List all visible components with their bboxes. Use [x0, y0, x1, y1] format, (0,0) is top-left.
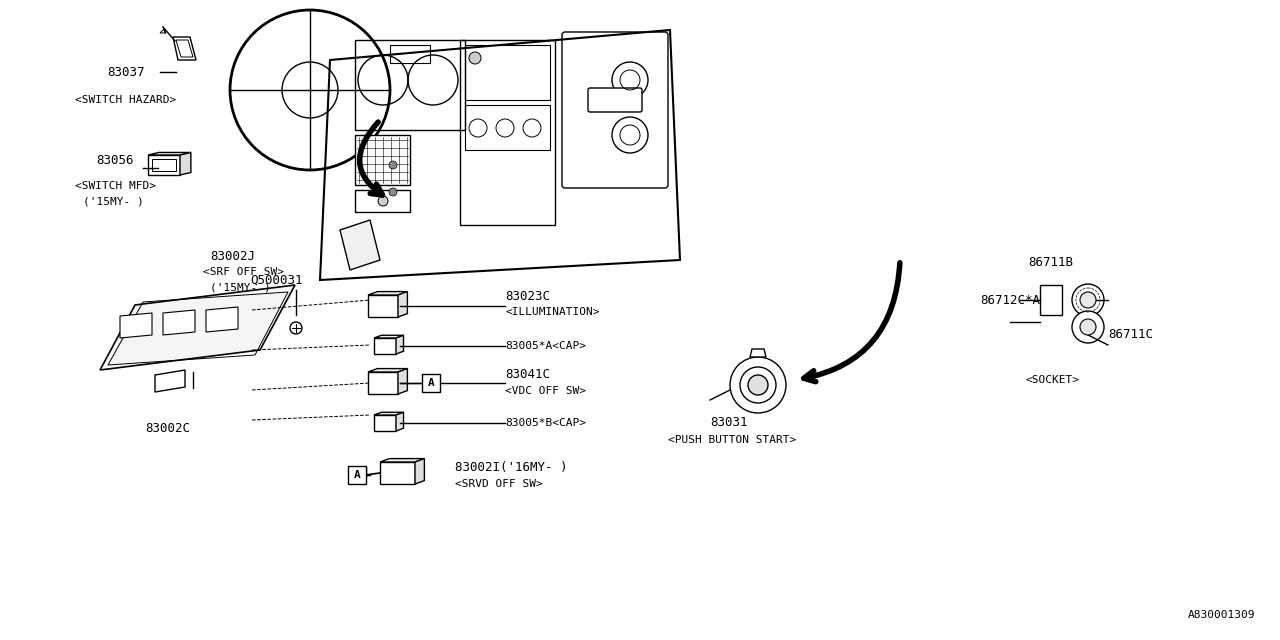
Circle shape	[497, 119, 515, 137]
Polygon shape	[396, 335, 403, 354]
FancyArrowPatch shape	[804, 263, 900, 381]
Circle shape	[378, 196, 388, 206]
Polygon shape	[148, 152, 191, 155]
Polygon shape	[380, 462, 415, 484]
Polygon shape	[374, 415, 396, 431]
Polygon shape	[398, 292, 407, 317]
Text: 86712C*A: 86712C*A	[980, 294, 1039, 307]
Bar	[465, 45, 550, 100]
Polygon shape	[374, 335, 403, 338]
Polygon shape	[1039, 285, 1062, 315]
Circle shape	[291, 322, 302, 334]
Circle shape	[1080, 292, 1096, 308]
Circle shape	[1073, 284, 1103, 316]
Circle shape	[389, 188, 397, 196]
Polygon shape	[148, 155, 180, 175]
Circle shape	[468, 52, 481, 64]
Polygon shape	[369, 372, 398, 394]
Circle shape	[748, 375, 768, 395]
Circle shape	[468, 119, 486, 137]
Text: 83023C: 83023C	[506, 289, 550, 303]
Text: 83002C: 83002C	[145, 422, 189, 435]
Text: A: A	[428, 378, 434, 388]
Text: 86711B: 86711B	[1028, 255, 1073, 269]
Text: 83041C: 83041C	[506, 369, 550, 381]
Polygon shape	[155, 370, 186, 392]
Polygon shape	[750, 349, 765, 357]
Text: 83056: 83056	[96, 154, 133, 166]
Text: <ILLUMINATION>: <ILLUMINATION>	[506, 307, 599, 317]
Text: <SRVD OFF SW>: <SRVD OFF SW>	[454, 479, 543, 489]
Text: 83005*A<CAP>: 83005*A<CAP>	[506, 341, 586, 351]
Polygon shape	[180, 152, 191, 175]
Polygon shape	[320, 30, 680, 280]
Text: 83002J: 83002J	[210, 250, 255, 262]
Text: <SWITCH HAZARD>: <SWITCH HAZARD>	[76, 95, 177, 105]
Text: 86711C: 86711C	[1108, 328, 1153, 342]
Text: 83037: 83037	[108, 65, 145, 79]
Bar	[390, 45, 430, 63]
Text: <SRF OFF SW>: <SRF OFF SW>	[204, 267, 284, 277]
Text: ('15MY- ): ('15MY- )	[83, 197, 143, 207]
Text: <VDC OFF SW>: <VDC OFF SW>	[506, 386, 586, 396]
Circle shape	[1073, 311, 1103, 343]
Polygon shape	[380, 459, 425, 462]
Text: A: A	[353, 470, 361, 480]
Polygon shape	[173, 37, 196, 60]
Text: 83002I('16MY- ): 83002I('16MY- )	[454, 461, 567, 474]
Polygon shape	[163, 310, 195, 335]
Bar	[422, 374, 440, 392]
Polygon shape	[374, 412, 403, 415]
Circle shape	[524, 119, 541, 137]
Polygon shape	[396, 412, 403, 431]
FancyArrowPatch shape	[360, 122, 383, 195]
Bar	[465, 105, 550, 150]
Text: Q500031: Q500031	[250, 273, 302, 287]
Bar	[460, 40, 556, 225]
Bar	[355, 190, 410, 212]
Text: 83005*B<CAP>: 83005*B<CAP>	[506, 418, 586, 428]
Polygon shape	[415, 459, 425, 484]
Text: <PUSH BUTTON START>: <PUSH BUTTON START>	[668, 435, 796, 445]
Polygon shape	[369, 295, 398, 317]
Polygon shape	[100, 285, 294, 370]
Bar	[348, 466, 366, 484]
Polygon shape	[398, 369, 407, 394]
FancyBboxPatch shape	[588, 88, 643, 112]
Polygon shape	[369, 292, 407, 295]
Text: A830001309: A830001309	[1188, 610, 1254, 620]
Circle shape	[389, 161, 397, 169]
Polygon shape	[374, 338, 396, 354]
Bar	[355, 40, 465, 130]
Polygon shape	[340, 220, 380, 270]
Circle shape	[1080, 319, 1096, 335]
Text: 83031: 83031	[710, 415, 748, 429]
Polygon shape	[369, 369, 407, 372]
Polygon shape	[206, 307, 238, 332]
Text: <SOCKET>: <SOCKET>	[1025, 375, 1079, 385]
Polygon shape	[120, 313, 152, 338]
Text: ('15MY- ): ('15MY- )	[210, 283, 271, 293]
Polygon shape	[358, 467, 366, 477]
Bar	[355, 135, 410, 185]
Circle shape	[730, 357, 786, 413]
Text: <SWITCH MFD>: <SWITCH MFD>	[76, 181, 156, 191]
